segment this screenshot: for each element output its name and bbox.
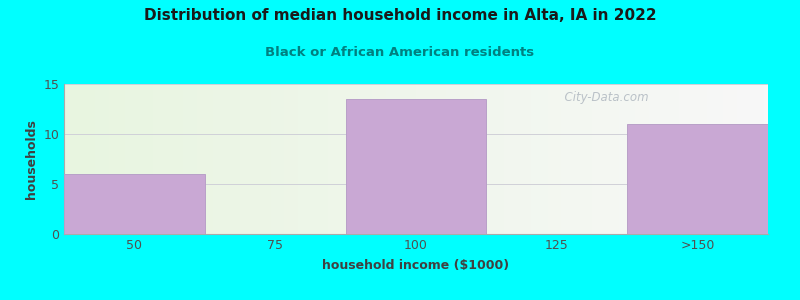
Y-axis label: households: households (25, 119, 38, 199)
Bar (346, 99, 486, 234)
Bar (64, 174, 205, 234)
Text: City-Data.com: City-Data.com (557, 92, 649, 104)
Text: Distribution of median household income in Alta, IA in 2022: Distribution of median household income … (144, 8, 656, 22)
X-axis label: household income ($1000): household income ($1000) (322, 259, 510, 272)
Text: Black or African American residents: Black or African American residents (266, 46, 534, 59)
Bar (627, 124, 768, 234)
